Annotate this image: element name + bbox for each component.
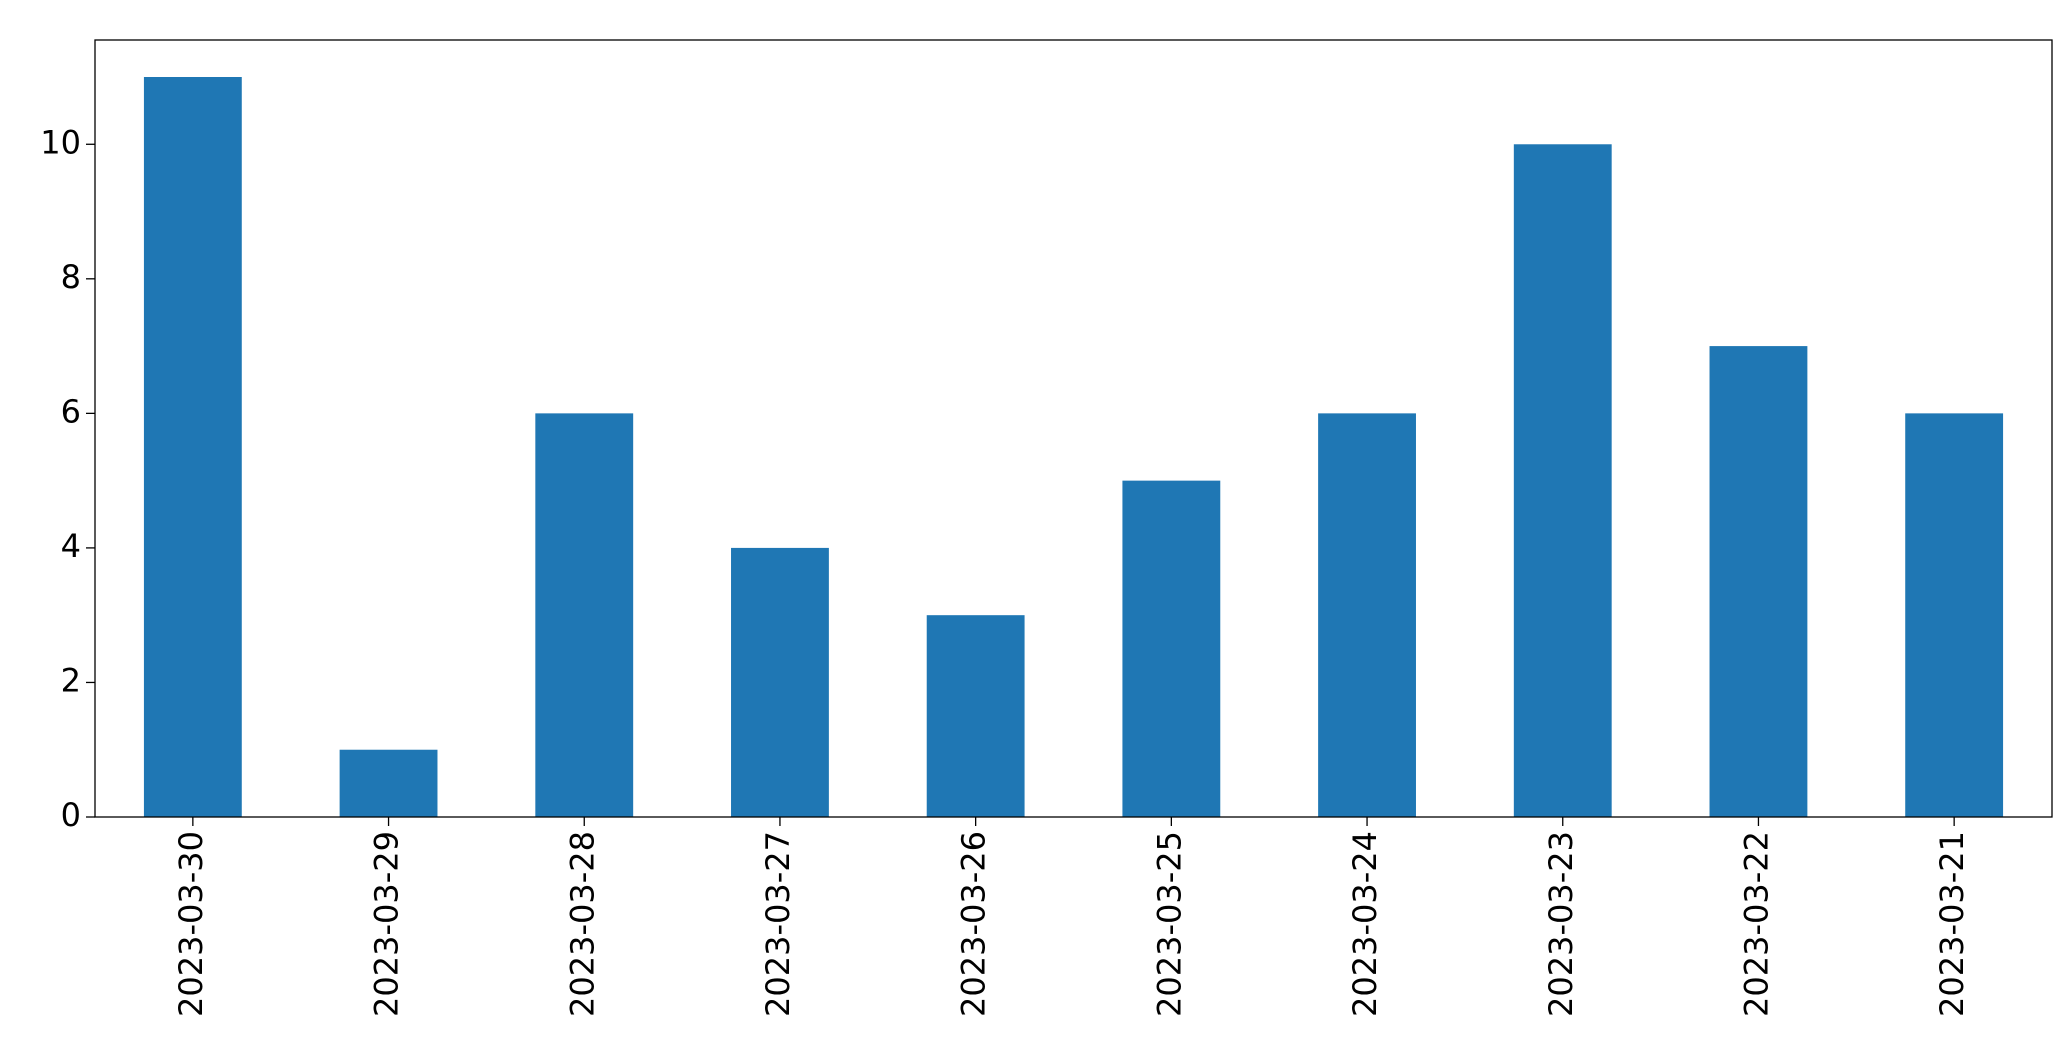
x-tick-label: 2023-03-25 [1150,831,1188,1017]
bar [1318,413,1416,817]
y-tick-label: 8 [61,258,81,296]
x-tick-label: 2023-03-21 [1933,831,1971,1017]
bar [143,77,242,817]
y-tick-label: 2 [61,661,81,699]
y-tick-label: 6 [61,392,81,430]
bar [1513,144,1612,818]
bar [731,547,829,817]
y-tick-label: 4 [61,527,81,565]
y-tick-label: 0 [61,796,81,834]
bar [1122,480,1221,817]
x-tick-label: 2023-03-24 [1346,831,1384,1017]
plot-frame [94,39,2053,818]
bar [1709,346,1808,817]
bar [1905,413,2004,817]
y-tick-label: 10 [40,123,81,161]
x-tick-label: 2023-03-30 [172,831,210,1017]
x-tick-label: 2023-03-23 [1542,831,1580,1017]
x-tick-label: 2023-03-26 [955,831,993,1017]
x-tick-label: 2023-03-27 [759,831,797,1017]
bar [535,413,634,817]
x-tick-label: 2023-03-29 [368,831,406,1017]
x-tick-label: 2023-03-22 [1737,831,1775,1017]
bar [339,749,438,817]
bar [926,615,1025,817]
x-tick-label: 2023-03-28 [563,831,601,1017]
